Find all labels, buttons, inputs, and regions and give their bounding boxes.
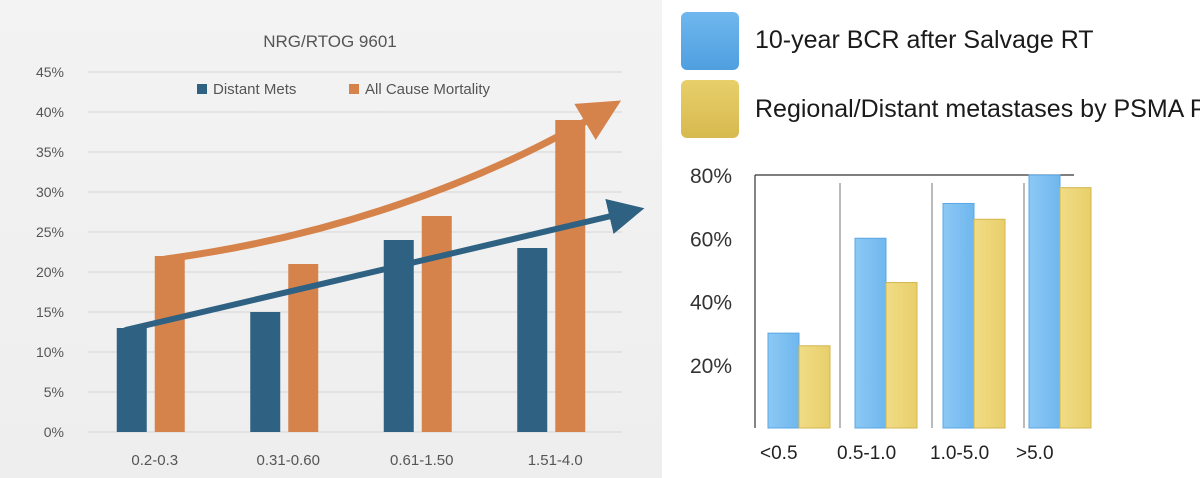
legend-label-distant: Distant Mets [213, 81, 296, 98]
y-tick-label: 60% [690, 228, 732, 251]
legend-swatch-mortality [349, 84, 359, 94]
trend-arrow-distant [122, 198, 645, 333]
left-chart-panel: NRG/RTOG 9601 0% 5% 10% 15% 20% 25% 30% 35% 40% 45… [0, 0, 662, 478]
legend-label-bcr: 10-year BCR after Salvage RT [755, 26, 1094, 54]
right-chart-panel: 10-year BCR after Salvage RT Regional/Di… [662, 0, 1200, 478]
y-tick-label: 10% [36, 344, 64, 360]
y-tick-label: 45% [36, 64, 64, 80]
bar-bcr [854, 237, 887, 429]
bar-psma [798, 345, 831, 429]
bar-distant-mets [116, 328, 147, 432]
y-tick-label: 0% [44, 424, 64, 440]
y-tick-label: 40% [690, 292, 732, 315]
bar-all-cause-mortality [555, 120, 586, 432]
x-tick-label: 0.2-0.3 [131, 452, 178, 469]
x-tick-label: 1.51-4.0 [528, 452, 583, 469]
x-tick-label: 0.31-0.60 [257, 452, 320, 469]
bar-bcr [942, 202, 975, 429]
bar-all-cause-mortality [154, 256, 185, 432]
y-tick-label: 15% [36, 304, 64, 320]
x-tick-label: 1.0-5.0 [930, 443, 989, 464]
legend-swatch-bcr [681, 12, 739, 70]
bar-distant-mets [517, 248, 548, 432]
y-tick-label: 5% [44, 384, 64, 400]
legend-label-mortality: All Cause Mortality [365, 81, 491, 98]
x-tick-label: 0.61-1.50 [390, 452, 453, 469]
right-chart-svg: 20% 40% 60% 80% <0.5 0.5-1.0 1.0-5.0 >5.0 [690, 165, 1092, 464]
bar-distant-mets [250, 312, 281, 432]
legend-swatch-psma [681, 80, 739, 138]
y-tick-label: 25% [36, 224, 64, 240]
bar-bcr [767, 332, 800, 429]
bar-distant-mets [383, 240, 414, 432]
left-chart-svg: NRG/RTOG 9601 0% 5% 10% 15% 20% 25% 30% 35% 40% 45… [36, 32, 645, 469]
x-tick-label: >5.0 [1016, 443, 1054, 464]
bar-psma [1059, 187, 1092, 429]
y-tick-label: 30% [36, 184, 64, 200]
legend-label-psma: Regional/Distant metastases by PSMA PET [755, 95, 1200, 123]
bar-bcr [1028, 174, 1061, 429]
bar-all-cause-mortality [421, 216, 452, 432]
y-tick-label: 20% [36, 264, 64, 280]
y-tick-label: 40% [36, 104, 64, 120]
y-tick-label: 80% [690, 165, 732, 188]
chart-title: NRG/RTOG 9601 [263, 32, 397, 51]
legend-swatch-distant [197, 84, 207, 94]
x-tick-label: 0.5-1.0 [837, 443, 896, 464]
trend-arrow-mortality [162, 100, 622, 263]
bar-psma [885, 282, 918, 429]
y-tick-label: 20% [690, 355, 732, 378]
y-tick-label: 35% [36, 144, 64, 160]
bar-psma [973, 218, 1006, 429]
x-tick-label: <0.5 [760, 443, 798, 464]
